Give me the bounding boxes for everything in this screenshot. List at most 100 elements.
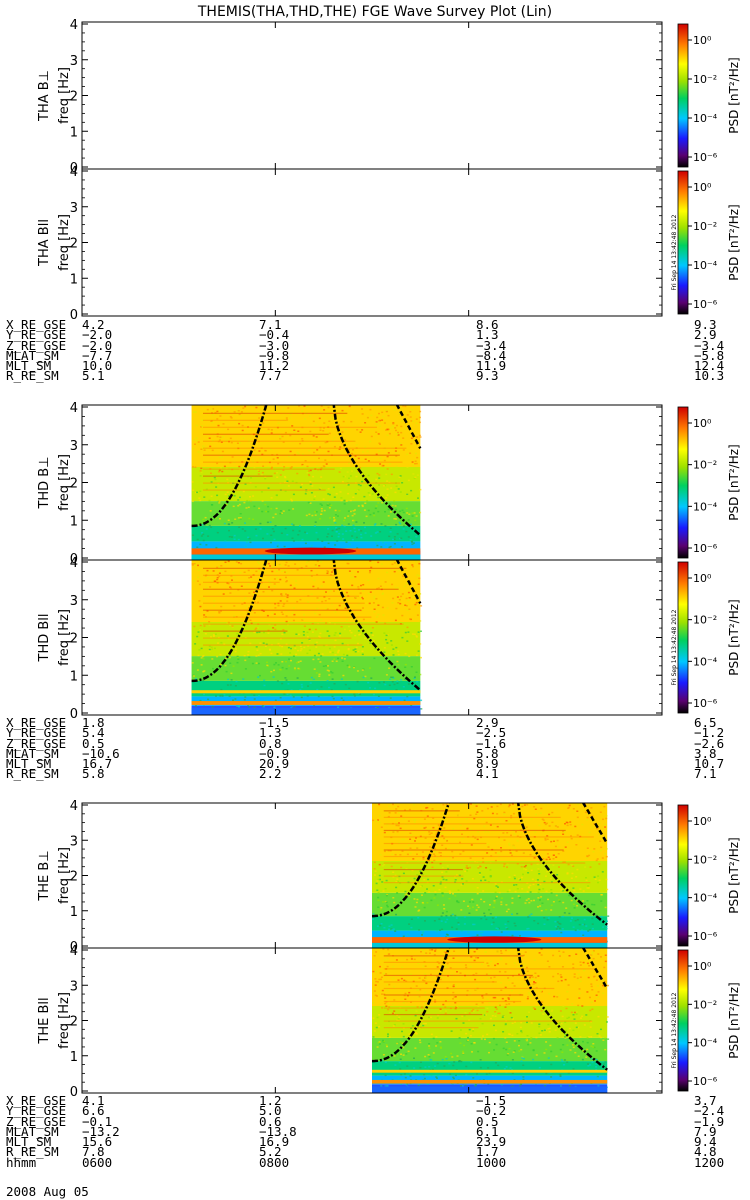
spectrogram-speckle <box>192 489 195 492</box>
spectrogram-speckle <box>518 1040 521 1042</box>
spectrogram-speckle <box>408 808 411 811</box>
spectrogram-speckle <box>220 610 222 612</box>
spectrogram-speckle <box>269 565 271 567</box>
spectrogram-speckle <box>477 1005 480 1008</box>
spectrogram-speckle <box>277 462 280 465</box>
spectrogram-speckle <box>439 929 442 931</box>
spectrogram-speckle <box>595 1063 598 1065</box>
harmonic-line <box>383 855 542 858</box>
spectrogram-speckle <box>600 846 603 849</box>
spectrogram-speckle <box>284 431 287 434</box>
spectrogram-speckle <box>356 429 359 431</box>
spectrogram-speckle <box>349 576 352 579</box>
spectrogram-speckle <box>319 503 322 505</box>
spectrogram-speckle <box>195 424 198 427</box>
ephemeris-value: 1.3 <box>259 725 282 741</box>
spectrogram-speckle <box>603 1063 606 1065</box>
spectrogram-speckle <box>389 545 392 548</box>
spectrogram-speckle <box>463 923 466 925</box>
spectrogram-speckle <box>224 664 227 667</box>
spectrogram-speckle <box>415 422 418 424</box>
y-tick-label: 1 <box>70 905 78 920</box>
spectrogram-speckle <box>221 470 224 473</box>
spectrogram-speckle <box>596 1033 599 1035</box>
spectrogram-speckle <box>249 439 251 442</box>
spectrogram-speckle <box>354 455 357 457</box>
spectrogram-speckle <box>392 648 395 650</box>
spectrogram-speckle <box>524 983 527 986</box>
spectrogram-speckle <box>540 1010 543 1012</box>
spectrogram-speckle <box>508 933 511 935</box>
spectrogram-speckle <box>376 995 378 997</box>
spectrogram-speckle <box>494 996 497 999</box>
spectrogram-speckle <box>586 816 589 819</box>
spectrogram-speckle <box>294 647 297 649</box>
spectrogram-speckle <box>504 1000 507 1002</box>
spectrogram-speckle <box>359 431 362 433</box>
spectrogram-speckle <box>588 1036 590 1038</box>
spectrogram-speckle <box>361 650 364 652</box>
spectrogram-speckle <box>498 891 501 894</box>
spectrogram-speckle <box>409 523 412 526</box>
spectrogram-speckle <box>560 976 563 978</box>
spectrogram-speckle <box>314 521 317 523</box>
spectrogram-speckle <box>420 605 423 607</box>
spectrogram-speckle <box>274 607 277 609</box>
spectrogram-speckle <box>543 917 546 919</box>
spectrogram-speckle <box>284 569 287 572</box>
spectrogram-speckle <box>378 682 381 684</box>
spectrogram-speckle <box>539 1034 542 1036</box>
spectrogram-speckle <box>448 1062 451 1065</box>
spectrogram-speckle <box>389 697 392 699</box>
spectrogram-speckle <box>423 961 426 963</box>
spectrogram-speckle <box>424 1002 427 1005</box>
spectrogram-speckle <box>343 525 346 528</box>
spectrogram-speckle <box>406 626 409 629</box>
spectrogram-speckle <box>329 651 332 653</box>
spectrogram-speckle <box>558 866 560 868</box>
spectrogram-speckle <box>317 658 320 660</box>
spectrogram-speckle <box>378 1041 381 1043</box>
spectrogram-speckle <box>502 1047 505 1050</box>
spectrogram-speckle <box>597 875 600 877</box>
spectrogram-speckle <box>455 917 458 919</box>
spectrogram-speckle <box>224 493 227 496</box>
spectrogram-speckle <box>331 529 334 532</box>
spectrogram-speckle <box>505 904 508 906</box>
spectrogram-speckle <box>210 526 213 528</box>
spectrogram-speckle <box>509 1012 512 1014</box>
spectrogram-speckle <box>380 1085 383 1087</box>
spectrogram-speckle <box>219 695 222 697</box>
spectrogram-speckle <box>327 450 330 453</box>
spectrogram-speckle <box>476 838 479 841</box>
spectrogram-speckle <box>413 512 416 514</box>
spectrogram-speckle <box>296 472 299 475</box>
spectrogram-speckle <box>212 570 215 572</box>
spectrogram-speckle <box>339 446 342 448</box>
spectrogram-speckle <box>591 903 594 906</box>
spectrogram-speckle <box>489 869 492 871</box>
spectrogram-speckle <box>559 1073 562 1076</box>
spectrogram-speckle <box>301 686 304 688</box>
spectrogram-speckle <box>476 887 479 889</box>
spectrogram-speckle <box>347 648 350 651</box>
spectrogram-speckle <box>338 604 341 607</box>
spectrogram-speckle <box>386 906 389 908</box>
spectrogram-speckle <box>423 818 426 820</box>
spectrogram-speckle <box>534 982 537 984</box>
spectrogram-speckle <box>420 825 423 827</box>
spectrogram-band <box>191 405 421 467</box>
spectrogram-speckle <box>443 858 446 861</box>
spectrogram-speckle <box>328 432 331 435</box>
spectrogram-speckle <box>327 488 330 490</box>
spectrogram-speckle <box>255 570 258 573</box>
spectrogram-speckle <box>270 652 273 655</box>
spectrogram-speckle <box>413 477 416 480</box>
spectrogram-speckle <box>309 481 312 483</box>
spectrogram-speckle <box>505 1041 508 1043</box>
spectrogram-speckle <box>390 676 393 678</box>
spectrogram-speckle <box>414 1032 417 1035</box>
spectrogram-speckle <box>419 410 422 413</box>
spectrogram-speckle <box>543 1029 546 1031</box>
spectrogram-speckle <box>346 562 349 565</box>
